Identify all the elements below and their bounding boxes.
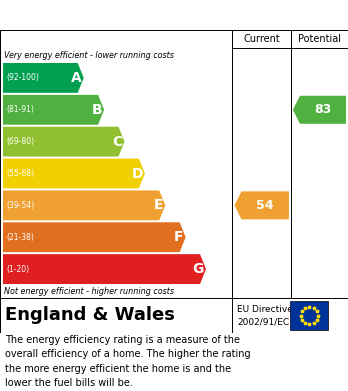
Text: (1-20): (1-20) (6, 265, 29, 274)
Text: E: E (154, 198, 163, 212)
Text: Potential: Potential (298, 34, 341, 44)
Text: The energy efficiency rating is a measure of the
overall efficiency of a home. T: The energy efficiency rating is a measur… (5, 335, 251, 388)
Polygon shape (3, 254, 206, 284)
Polygon shape (3, 63, 84, 93)
Text: (55-68): (55-68) (6, 169, 34, 178)
Text: G: G (193, 262, 204, 276)
Polygon shape (3, 190, 165, 220)
Polygon shape (3, 127, 125, 156)
Polygon shape (3, 159, 145, 188)
Polygon shape (3, 222, 185, 252)
Text: (39-54): (39-54) (6, 201, 34, 210)
Text: D: D (132, 167, 143, 181)
Text: B: B (92, 103, 102, 117)
Text: 54: 54 (256, 199, 274, 212)
Text: England & Wales: England & Wales (5, 307, 175, 325)
Bar (291, 301, 329, 330)
Polygon shape (293, 96, 346, 124)
Text: Very energy efficient - lower running costs: Very energy efficient - lower running co… (4, 50, 174, 59)
Text: A: A (71, 71, 82, 85)
Polygon shape (235, 191, 289, 219)
Text: 83: 83 (314, 103, 332, 116)
Text: (21-38): (21-38) (6, 233, 34, 242)
Text: F: F (174, 230, 184, 244)
Polygon shape (3, 95, 104, 125)
Text: Current: Current (243, 34, 280, 44)
Text: C: C (112, 135, 122, 149)
Text: (92-100): (92-100) (6, 74, 39, 83)
Text: Energy Efficiency Rating: Energy Efficiency Rating (10, 6, 239, 24)
Text: EU Directive
2002/91/EC: EU Directive 2002/91/EC (237, 305, 293, 326)
Text: (81-91): (81-91) (6, 105, 34, 114)
Text: (69-80): (69-80) (6, 137, 34, 146)
Text: Not energy efficient - higher running costs: Not energy efficient - higher running co… (4, 287, 174, 296)
